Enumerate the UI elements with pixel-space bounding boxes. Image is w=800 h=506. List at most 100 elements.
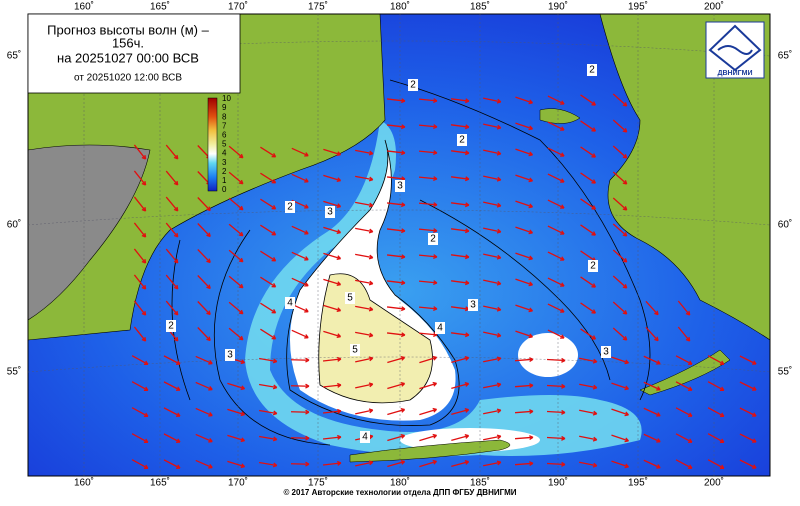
arrow	[450, 254, 470, 260]
contour-label-bg	[285, 201, 295, 213]
title-line: на 20251027 00:00 ВСВ	[57, 50, 199, 65]
arrow	[323, 174, 342, 183]
arrow	[515, 252, 534, 261]
arrow	[451, 356, 470, 364]
parallel	[27, 40, 771, 57]
arrow	[514, 461, 534, 467]
logo-mark	[708, 24, 762, 72]
arrow	[643, 407, 661, 417]
arrow	[418, 124, 438, 130]
arrow	[133, 196, 147, 212]
contour-label-bg	[350, 344, 360, 356]
contour-label: 4	[437, 323, 443, 334]
map-area	[28, 14, 770, 476]
arrow	[643, 459, 661, 469]
logo-text: ДВНИГМИ	[718, 70, 753, 77]
arrow	[259, 409, 278, 416]
arrow	[483, 97, 502, 104]
arrow	[483, 201, 502, 208]
longitude-label: 165˚	[150, 477, 170, 489]
latitude-label: 60˚	[7, 219, 21, 231]
longitude-label: 185˚	[470, 1, 490, 13]
arrow	[483, 279, 502, 286]
arrow	[322, 460, 342, 466]
arrow	[739, 355, 757, 365]
arrow	[165, 170, 179, 186]
arrow	[163, 407, 181, 417]
arrow	[450, 332, 470, 338]
latitude-label: 65˚	[7, 50, 21, 62]
arrow	[228, 249, 244, 263]
arrow	[260, 250, 277, 262]
scale-label: 4	[222, 149, 227, 158]
arrow	[355, 175, 374, 182]
arrow	[707, 433, 725, 443]
arrow	[195, 459, 213, 469]
arrow	[133, 144, 147, 160]
arrow	[612, 171, 628, 185]
arrow	[259, 357, 278, 364]
arrow	[450, 176, 470, 182]
arrow	[483, 175, 502, 182]
arrow	[291, 277, 309, 287]
arrow	[483, 382, 502, 389]
arrow	[547, 303, 565, 313]
contour-label-bg	[587, 64, 597, 76]
color-scale	[207, 97, 218, 192]
arrow	[291, 147, 309, 157]
arrow	[483, 408, 502, 415]
arrow	[579, 435, 598, 442]
arrow	[195, 433, 213, 443]
arrow	[675, 355, 693, 365]
arrow	[323, 304, 342, 313]
arrow	[323, 200, 342, 209]
arrow	[580, 120, 597, 132]
arrow	[739, 407, 757, 417]
arrow	[546, 435, 566, 441]
arrow	[450, 202, 470, 208]
arrow	[612, 93, 628, 107]
arrow	[133, 326, 147, 342]
footer: © 2017 Авторские технологии отдела ДПП Ф…	[283, 488, 516, 497]
longitude-label: 190˚	[548, 1, 568, 13]
arrow	[259, 461, 278, 468]
longitude-label: 170˚	[228, 1, 248, 13]
arrow	[260, 302, 277, 314]
arrow	[451, 382, 470, 390]
title-line: Прогноз высоты волн (м) –	[47, 22, 209, 37]
arrow	[546, 357, 566, 363]
contour-label-bg	[166, 320, 176, 332]
longitude-label: 195˚	[628, 477, 648, 489]
arrow	[323, 148, 342, 157]
arrow	[612, 145, 628, 159]
arrow	[580, 146, 597, 158]
scale-label: 2	[222, 167, 227, 176]
arrow	[386, 280, 406, 286]
contour-label-bg	[325, 206, 335, 218]
arrow	[131, 381, 149, 391]
arrow	[675, 433, 693, 443]
title-line: от 20251020 12:00 ВСВ	[74, 73, 182, 84]
arrow	[675, 459, 693, 469]
arrow	[228, 145, 244, 159]
arrow	[355, 460, 374, 467]
arrow	[197, 223, 211, 238]
arrow	[418, 228, 438, 234]
arrow	[675, 407, 693, 417]
contour-label: 3	[470, 300, 476, 311]
arrow	[739, 433, 757, 443]
arrow	[580, 172, 597, 184]
contour-label-bg	[360, 431, 370, 443]
latitude-label: 55˚	[778, 366, 792, 378]
contour-label-bg	[435, 322, 445, 334]
arrow	[419, 381, 438, 390]
arrow	[483, 149, 502, 156]
arrow	[514, 383, 534, 389]
arrow	[612, 119, 628, 133]
arrow	[165, 144, 179, 160]
arrow	[643, 433, 661, 443]
arrow	[195, 381, 213, 391]
arrow	[355, 305, 374, 312]
contour-label: 3	[327, 207, 333, 218]
arrow	[133, 170, 147, 186]
